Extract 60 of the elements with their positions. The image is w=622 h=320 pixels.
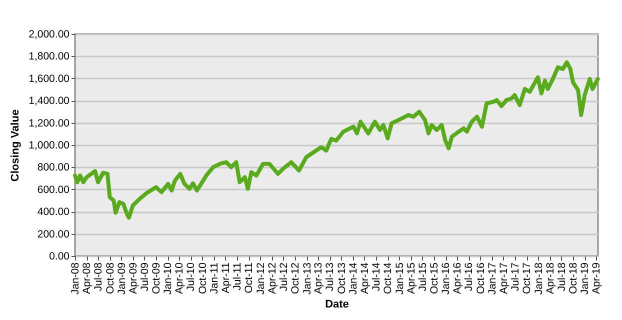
x-tick-label: Apr-13 <box>312 262 325 294</box>
x-tick-label: Jan-11 <box>208 262 221 294</box>
x-tick-label: Oct-10 <box>196 262 209 294</box>
x-tick-label: Jan-13 <box>301 262 314 295</box>
x-tick-label: Apr-19 <box>590 262 603 294</box>
x-tick-label: Jan-10 <box>162 262 174 295</box>
x-tick-label: Jul-09 <box>138 262 151 292</box>
x-tick-label: Jan-16 <box>440 262 452 295</box>
x-tick-label: Apr-09 <box>127 262 140 294</box>
x-tick-label: Jan-17 <box>486 262 499 295</box>
x-tick-label: Jan-15 <box>394 262 406 295</box>
x-tick-label: Jul-18 <box>556 262 568 292</box>
x-tick-label: Jan-12 <box>254 262 267 295</box>
y-tick-label: 400.00 <box>37 206 70 218</box>
x-tick-label: Jul-17 <box>510 262 522 292</box>
x-tick-label: Apr-16 <box>452 262 464 294</box>
x-tick-label: Oct-14 <box>382 262 394 294</box>
x-tick-label: Jan-18 <box>532 262 545 295</box>
y-tick-label: 2,000.00 <box>28 28 70 40</box>
x-tick-label: Apr-11 <box>220 262 232 294</box>
line-series <box>73 60 600 220</box>
y-tick-label: 600.00 <box>37 184 70 196</box>
y-tick-label: 1,400.00 <box>28 95 70 108</box>
y-tick-label: 1,600.00 <box>28 72 70 85</box>
x-tick-label: Apr-12 <box>266 262 278 294</box>
x-tick-label: Oct-16 <box>474 262 487 294</box>
x-tick-label: Apr-10 <box>174 262 186 294</box>
y-tick-label: 1,000.00 <box>28 140 70 152</box>
x-tick-label: Oct-15 <box>428 262 440 294</box>
x-tick-label: Apr-15 <box>405 262 418 294</box>
x-tick-label: Oct-13 <box>336 262 348 294</box>
x-tick-label: Apr-17 <box>498 262 510 294</box>
x-tick-label: Jul-08 <box>92 262 105 292</box>
x-tick-label: Jan-08 <box>70 262 82 295</box>
x-tick-label: Apr-18 <box>544 262 556 294</box>
x-tick-label: Jan-14 <box>348 262 360 295</box>
x-tick-label: Apr-08 <box>81 262 94 294</box>
x-tick-label: Oct-11 <box>243 262 256 294</box>
y-tick-label: 200.00 <box>37 228 70 240</box>
x-tick-label: Jul-13 <box>324 262 336 292</box>
x-tick-label: Jul-14 <box>370 262 383 292</box>
x-tick-label: Oct-12 <box>290 262 302 294</box>
x-tick-label: Oct-09 <box>150 262 163 294</box>
x-tick-label: Oct-08 <box>104 262 116 294</box>
x-tick-label: Jan-19 <box>579 262 592 295</box>
x-tick-label: Jul-11 <box>231 262 244 290</box>
y-tick-label: 1,200.00 <box>28 117 70 130</box>
x-tick-label: Jul-12 <box>278 262 290 292</box>
y-axis-title: Closing Value <box>10 109 22 182</box>
y-tick-label: 0.00 <box>49 250 70 262</box>
x-tick-label: Apr-14 <box>358 262 371 294</box>
y-tick-label: 800.00 <box>37 162 70 174</box>
x-tick-label: Oct-17 <box>521 262 534 294</box>
x-tick-label: Jul-15 <box>416 262 429 292</box>
x-tick-label: Jul-16 <box>463 262 476 292</box>
x-tick-label: Jan-09 <box>116 262 128 295</box>
x-tick-label: Oct-18 <box>568 262 580 294</box>
y-tick-label: 1,800.00 <box>28 50 70 63</box>
x-tick-label: Jul-10 <box>185 262 198 292</box>
x-axis-title: Date <box>325 298 349 311</box>
